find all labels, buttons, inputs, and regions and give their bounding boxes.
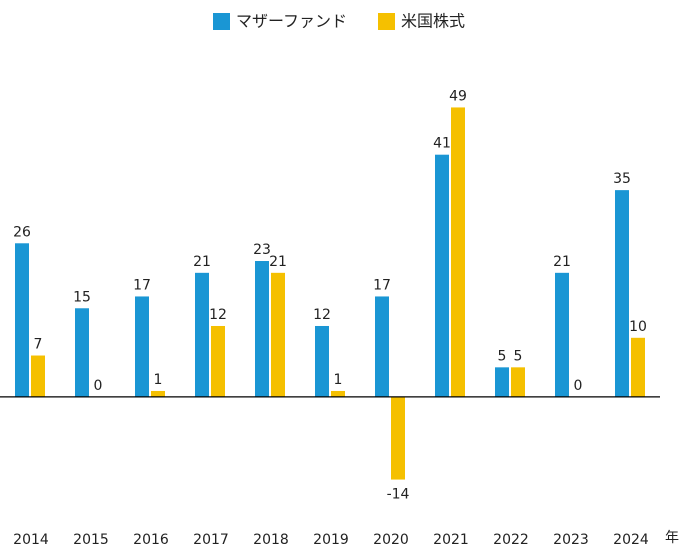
- bar: [271, 272, 285, 397]
- value-label: 17: [373, 277, 391, 293]
- value-label: 12: [313, 307, 331, 323]
- bar: [315, 325, 329, 397]
- bar: [555, 272, 569, 397]
- value-label: 5: [514, 348, 523, 364]
- bar: [75, 308, 89, 397]
- value-label: 0: [94, 378, 103, 394]
- bar: [375, 296, 389, 397]
- legend-label: 米国株式: [401, 12, 465, 31]
- bar: [195, 272, 209, 397]
- bar: [511, 367, 525, 397]
- value-label: 41: [433, 136, 451, 152]
- bar: [151, 390, 165, 397]
- value-label: 21: [553, 254, 571, 270]
- value-label: 1: [154, 372, 163, 388]
- value-label: 0: [574, 378, 583, 394]
- legend-swatch: [213, 13, 230, 30]
- value-label: 26: [13, 224, 31, 240]
- bar: [331, 390, 345, 397]
- value-label: 15: [73, 289, 91, 305]
- bar: [211, 325, 225, 397]
- x-tick-label: 2024: [613, 532, 649, 548]
- x-tick-label: 2015: [73, 532, 109, 548]
- bar: [631, 337, 645, 397]
- bar: [615, 190, 629, 397]
- value-label: -14: [387, 487, 410, 503]
- value-label: 7: [34, 337, 43, 353]
- x-axis-label: 年: [665, 530, 679, 546]
- value-label: 21: [269, 254, 287, 270]
- x-tick-label: 2021: [433, 532, 469, 548]
- x-tick-label: 2023: [553, 532, 589, 548]
- value-label: 35: [613, 171, 631, 187]
- x-tick-label: 2022: [493, 532, 529, 548]
- x-tick-label: 2019: [313, 532, 349, 548]
- value-label: 17: [133, 277, 151, 293]
- value-label: 12: [209, 307, 227, 323]
- value-label: 23: [253, 242, 271, 258]
- bar: [255, 261, 269, 397]
- x-tick-label: 2016: [133, 532, 169, 548]
- bar: [495, 367, 509, 397]
- legend-label: マザーファンド: [236, 12, 347, 31]
- value-label: 49: [449, 88, 467, 104]
- bar: [15, 243, 29, 397]
- x-tick-label: 2020: [373, 532, 409, 548]
- bar: [435, 154, 449, 397]
- value-label: 21: [193, 254, 211, 270]
- value-label: 5: [498, 348, 507, 364]
- x-tick-label: 2018: [253, 532, 289, 548]
- bar: [135, 296, 149, 397]
- x-tick-label: 2017: [193, 532, 229, 548]
- x-tick-label: 2014: [13, 532, 49, 548]
- bar: [451, 107, 465, 397]
- bar: [31, 355, 45, 397]
- value-label: 1: [334, 372, 343, 388]
- value-label: 10: [629, 319, 647, 335]
- legend-swatch: [378, 13, 395, 30]
- bar: [391, 396, 405, 480]
